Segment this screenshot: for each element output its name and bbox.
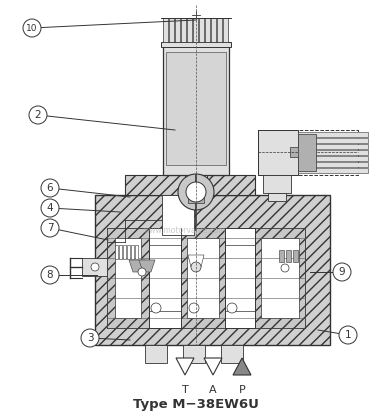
Text: 3: 3 [87,333,93,343]
Bar [162,195,194,235]
Bar [290,147,302,157]
Circle shape [189,303,199,313]
Circle shape [41,266,59,284]
Text: www.motorvalve.com: www.motorvalve.com [144,225,226,234]
Bar [298,144,368,149]
Bar [166,52,226,165]
Bar [115,245,118,259]
Circle shape [333,263,351,281]
Bar [161,42,231,47]
Bar [119,245,122,259]
Circle shape [151,303,161,313]
Bar [199,18,204,42]
Bar [261,238,299,318]
Circle shape [178,174,214,210]
Circle shape [339,326,357,344]
Circle shape [186,182,206,202]
Bar [185,175,207,195]
Text: 2: 2 [34,110,41,120]
Text: 4: 4 [47,203,53,213]
Bar [175,18,180,42]
Text: 6: 6 [47,183,53,193]
Polygon shape [204,358,222,375]
Bar [95,195,330,345]
Polygon shape [139,260,155,272]
Bar [298,134,316,171]
Circle shape [91,263,99,271]
Bar [107,228,149,328]
Polygon shape [129,260,145,272]
Circle shape [227,303,237,313]
Bar [163,18,168,42]
Bar [183,345,205,363]
Bar [298,162,368,166]
Bar [298,156,368,161]
Circle shape [191,262,201,272]
Bar [223,18,228,42]
Bar [298,168,368,173]
Bar [131,245,134,259]
Circle shape [41,219,59,237]
Circle shape [81,329,99,347]
Bar [115,238,141,318]
Text: Type M−38EW6U: Type M−38EW6U [133,398,259,410]
Bar [181,18,186,42]
Text: A: A [209,385,217,395]
Bar [286,250,291,262]
Bar [127,245,130,259]
Text: 9: 9 [339,267,345,277]
Bar [123,245,126,259]
Bar [82,258,107,276]
Bar [125,175,255,195]
Text: 8: 8 [47,270,53,280]
Circle shape [23,19,41,37]
Bar [263,175,291,193]
Polygon shape [233,358,251,375]
Bar [193,18,198,42]
Polygon shape [176,358,194,375]
Bar [205,18,210,42]
Circle shape [41,199,59,217]
Circle shape [29,106,47,124]
Bar [221,345,243,363]
Circle shape [138,268,146,276]
Text: 10: 10 [26,24,38,32]
Bar [298,150,368,154]
Text: P: P [239,385,245,395]
Bar [258,130,358,175]
Bar [268,193,286,201]
Bar [255,228,305,328]
Polygon shape [188,255,204,267]
Bar [293,250,298,262]
Text: T: T [181,385,189,395]
Bar [279,250,284,262]
Bar [187,18,192,42]
Bar [169,18,174,42]
Bar [163,42,229,175]
Bar [211,18,216,42]
Bar [225,245,255,311]
Bar [188,195,204,203]
Bar [187,238,219,318]
Bar [145,345,167,363]
Bar [298,132,368,137]
Bar [135,245,138,259]
Text: 7: 7 [47,223,53,233]
Circle shape [281,264,289,272]
Bar [107,228,305,328]
Bar [217,18,222,42]
Text: 1: 1 [345,330,351,340]
Bar [298,138,368,142]
Circle shape [41,179,59,197]
Bar [149,245,181,311]
Bar [258,130,298,175]
Bar [181,228,225,328]
